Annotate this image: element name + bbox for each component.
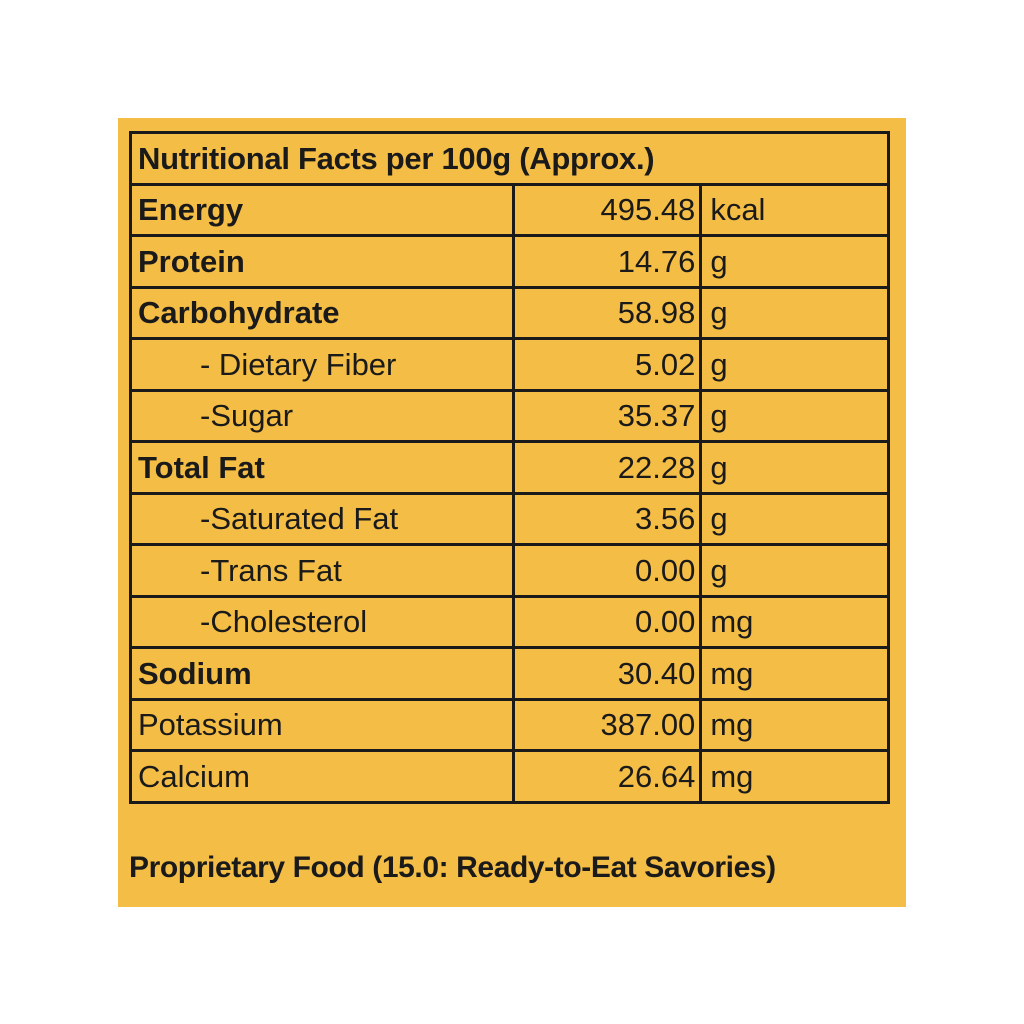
nutrient-value: 30.40 (511, 646, 703, 701)
table-title: Nutritional Facts per 100g (Approx.) (129, 131, 890, 186)
nutrient-name: Potassium (129, 697, 515, 752)
nutrient-value: 495.48 (511, 182, 703, 237)
nutrient-unit: mg (699, 646, 890, 701)
nutrient-unit: kcal (699, 182, 890, 237)
nutrient-value: 14.76 (511, 234, 703, 289)
table-row: Calcium 26.64 mg (129, 749, 890, 804)
nutrient-value: 35.37 (511, 388, 703, 443)
nutrient-name: Total Fat (129, 440, 515, 495)
nutrient-unit: mg (699, 749, 890, 804)
table-row: - Dietary Fiber 5.02 g (129, 337, 890, 392)
table-row: Protein 14.76 g (129, 234, 890, 289)
table-row: -Sugar 35.37 g (129, 388, 890, 443)
nutrient-name: Protein (129, 234, 515, 289)
nutrient-unit: g (699, 234, 890, 289)
nutrient-value: 22.28 (511, 440, 703, 495)
nutrient-value: 3.56 (511, 491, 703, 546)
nutrient-name: Calcium (129, 749, 515, 804)
nutrient-name: Carbohydrate (129, 285, 515, 340)
table-header-row: Nutritional Facts per 100g (Approx.) (129, 131, 890, 186)
nutrient-name: -Sugar (129, 388, 515, 443)
table-row: -Cholesterol 0.00 mg (129, 594, 890, 649)
nutrient-unit: g (699, 388, 890, 443)
table-row: Carbohydrate 58.98 g (129, 285, 890, 340)
nutrition-label-card: Nutritional Facts per 100g (Approx.) Ene… (118, 118, 906, 907)
nutrient-name: -Cholesterol (129, 594, 515, 649)
nutrient-name: Sodium (129, 646, 515, 701)
table-row: Energy 495.48 kcal (129, 182, 890, 237)
table-row: Potassium 387.00 mg (129, 697, 890, 752)
nutrient-name: -Trans Fat (129, 543, 515, 598)
category-footnote: Proprietary Food (15.0: Ready-to-Eat Sav… (129, 851, 776, 884)
table-row: -Trans Fat 0.00 g (129, 543, 890, 598)
nutrient-value: 58.98 (511, 285, 703, 340)
nutrient-name: -Saturated Fat (129, 491, 515, 546)
nutrition-facts-table: Nutritional Facts per 100g (Approx.) Ene… (129, 131, 890, 804)
table-row: Sodium 30.40 mg (129, 646, 890, 701)
nutrient-value: 26.64 (511, 749, 703, 804)
nutrient-value: 0.00 (511, 543, 703, 598)
nutrient-name: - Dietary Fiber (129, 337, 515, 392)
nutrient-value: 5.02 (511, 337, 703, 392)
table-row: Total Fat 22.28 g (129, 440, 890, 495)
nutrient-unit: mg (699, 697, 890, 752)
nutrient-unit: g (699, 337, 890, 392)
nutrient-value: 0.00 (511, 594, 703, 649)
nutrient-unit: g (699, 440, 890, 495)
nutrient-value: 387.00 (511, 697, 703, 752)
table-row: -Saturated Fat 3.56 g (129, 491, 890, 546)
nutrient-unit: g (699, 543, 890, 598)
nutrient-unit: mg (699, 594, 890, 649)
nutrient-name: Energy (129, 182, 515, 237)
nutrient-unit: g (699, 491, 890, 546)
nutrient-unit: g (699, 285, 890, 340)
